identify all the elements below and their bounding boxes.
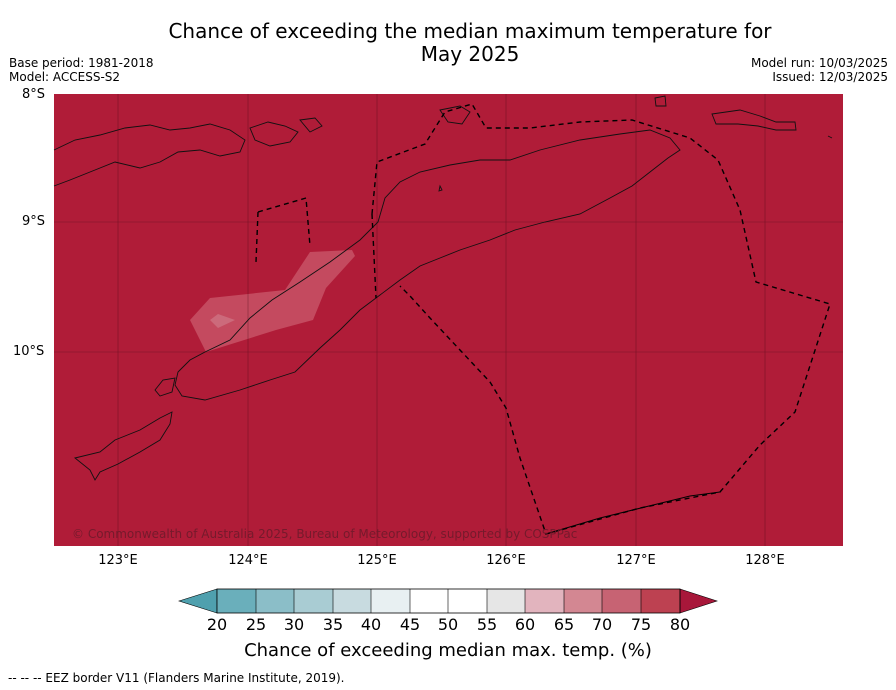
colorbar-swatch-5 xyxy=(371,589,410,613)
eez-legend-note: -- -- -- EEZ border V11 (Flanders Marine… xyxy=(8,671,345,685)
probability-patch-inner xyxy=(210,314,235,328)
probability-patch xyxy=(190,250,355,352)
title-line-2: May 2025 xyxy=(420,42,520,66)
colorbar-tick: 65 xyxy=(553,615,575,634)
lon-label-127e: 127°E xyxy=(616,553,656,568)
base-period: Base period: 1981-2018 xyxy=(9,56,154,70)
colorbar xyxy=(178,588,718,614)
lon-label-126e: 126°E xyxy=(486,553,526,568)
issued-date: Issued: 12/03/2025 xyxy=(772,70,888,84)
colorbar-tick: 80 xyxy=(669,615,691,634)
model-name: Model: ACCESS-S2 xyxy=(9,70,121,84)
lon-label-125e: 125°E xyxy=(357,553,397,568)
title-line-1: Chance of exceeding the median maximum t… xyxy=(168,19,772,43)
colorbar-tick: 50 xyxy=(437,615,459,634)
colorbar-swatch-7 xyxy=(448,589,487,613)
eez-border xyxy=(255,103,831,535)
colorbar-tick: 45 xyxy=(399,615,421,634)
colorbar-swatch-2 xyxy=(256,589,294,613)
colorbar-tick: 30 xyxy=(283,615,305,634)
colorbar-tick: 55 xyxy=(476,615,498,634)
colorbar-tick: 60 xyxy=(514,615,536,634)
colorbar-tick: 75 xyxy=(630,615,652,634)
colorbar-tick: 70 xyxy=(591,615,613,634)
colorbar-swatch-12 xyxy=(641,589,680,613)
copyright-notice: © Commonwealth of Australia 2025, Bureau… xyxy=(72,527,578,541)
colorbar-high-extension xyxy=(679,588,718,614)
meta-right: Model run: 10/03/2025 Issued: 12/03/2025 xyxy=(751,56,888,84)
chart-title: Chance of exceeding the median maximum t… xyxy=(0,20,896,66)
colorbar-dividers xyxy=(255,589,642,613)
colorbar-tick: 35 xyxy=(322,615,344,634)
lat-label-10s: 10°S xyxy=(13,344,45,359)
colorbar-swatch-9 xyxy=(525,589,564,613)
lon-label-124e: 124°E xyxy=(228,553,268,568)
boundary-solid xyxy=(545,491,721,535)
colorbar-outline xyxy=(216,588,681,614)
colorbar-swatch-4 xyxy=(333,589,371,613)
lon-label-128e: 128°E xyxy=(745,553,785,568)
colorbar-swatch-3 xyxy=(294,589,333,613)
model-run: Model run: 10/03/2025 xyxy=(750,56,888,70)
lat-label-8s: 8°S xyxy=(22,87,46,102)
colorbar-tick: 25 xyxy=(245,615,267,634)
colorbar-swatch-1 xyxy=(217,589,256,613)
lon-label-123e: 123°E xyxy=(98,553,138,568)
colorbar-swatch-8 xyxy=(487,589,525,613)
colorbar-low-extension xyxy=(178,588,218,614)
colorbar-tick: 40 xyxy=(360,615,382,634)
meta-left: Base period: 1981-2018 Model: ACCESS-S2 xyxy=(9,56,154,84)
colorbar-swatch-6 xyxy=(410,589,448,613)
colorbar-label: Chance of exceeding median max. temp. (%… xyxy=(244,640,652,661)
colorbar-swatch-10 xyxy=(564,589,602,613)
lat-label-9s: 9°S xyxy=(22,214,46,229)
colorbar-swatch-11 xyxy=(602,589,641,613)
gridlines xyxy=(54,94,843,546)
coastlines xyxy=(53,95,833,481)
colorbar-tick: 20 xyxy=(206,615,228,634)
map-background xyxy=(54,94,843,546)
